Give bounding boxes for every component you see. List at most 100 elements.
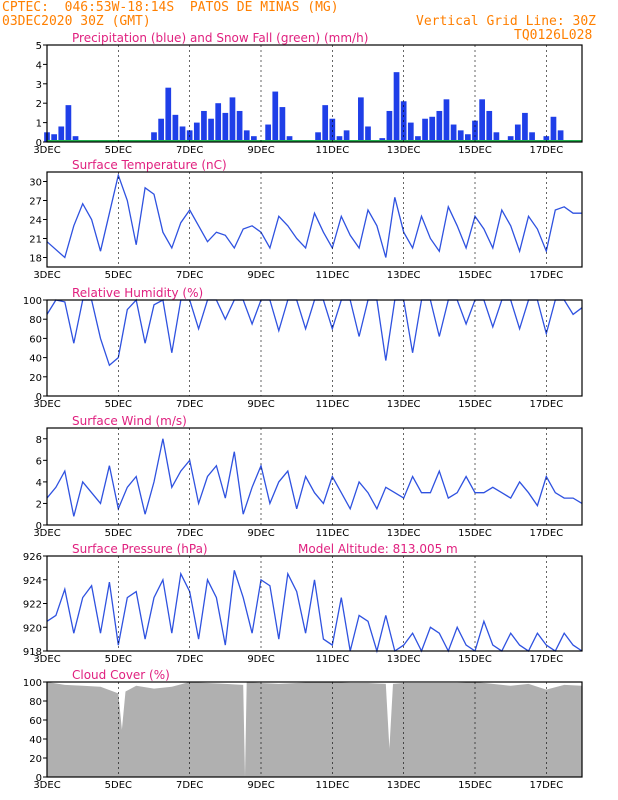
y-tick-label: 922	[23, 600, 42, 611]
x-tick-label: 11DEC	[315, 528, 349, 539]
series-line	[46, 438, 583, 517]
y-tick-label: 2	[36, 499, 42, 510]
y-tick-label: 100	[23, 296, 42, 307]
precip-bar	[243, 130, 250, 142]
panel-2: 0 20 40 60 80 100 3DEC 5DEC 7DEC 9DEC 11DEC 13DEC 15…	[23, 286, 583, 410]
y-tick-label: 20	[29, 373, 42, 384]
series-line	[46, 172, 582, 259]
panel-0: 0 1 2 3 4 5 3DEC 5DEC 7DEC 9DEC 11DEC 13DEC 15DEC 17D…	[33, 31, 583, 156]
x-tick-label: 13DEC	[387, 145, 421, 156]
x-tick-label: 9DEC	[247, 145, 274, 156]
precip-bar	[422, 118, 428, 142]
x-tick-label: 3DEC	[33, 780, 60, 791]
x-tick-label: 7DEC	[176, 270, 203, 281]
x-tick-label: 13DEC	[387, 654, 421, 665]
x-tick-label: 15DEC	[458, 528, 492, 539]
precip-bar	[415, 136, 421, 142]
x-tick-label: 9DEC	[247, 654, 274, 665]
x-tick-label: 3DEC	[33, 399, 60, 410]
x-tick-label: 5DEC	[105, 528, 132, 539]
x-tick-label: 17DEC	[529, 654, 563, 665]
y-tick-label: 27	[29, 197, 42, 208]
y-tick-label: 24	[29, 216, 42, 227]
precip-bar	[550, 116, 557, 142]
x-tick-label: 9DEC	[247, 399, 274, 410]
x-tick-label: 17DEC	[529, 145, 563, 156]
y-tick-label: 924	[23, 576, 42, 587]
x-tick-label: 9DEC	[247, 528, 274, 539]
precip-bar	[365, 126, 371, 142]
y-tick-label: 926	[23, 552, 42, 563]
precip-bar	[58, 126, 65, 142]
precip-bar	[529, 132, 535, 142]
panel-title: Surface Wind (m/s)	[72, 414, 187, 428]
precip-bar	[386, 110, 393, 142]
y-tick-label: 3	[36, 80, 42, 91]
precip-bar	[507, 136, 514, 142]
precip-bar	[272, 91, 279, 142]
x-tick-label: 11DEC	[315, 654, 349, 665]
x-tick-label: 11DEC	[315, 780, 349, 791]
precip-bar	[429, 116, 436, 142]
panel-title: Precipitation (blue) and Snow Fall (gree…	[72, 31, 368, 45]
precip-bar	[65, 105, 72, 142]
y-tick-label: 5	[36, 41, 42, 52]
x-tick-label: 3DEC	[33, 145, 60, 156]
x-tick-label: 5DEC	[105, 399, 132, 410]
precip-bar	[358, 97, 364, 142]
panel-title: Surface Temperature (nC)	[72, 158, 227, 172]
precip-bar	[514, 124, 521, 142]
precip-bar	[172, 114, 179, 142]
y-tick-label: 0	[36, 392, 42, 403]
x-tick-label: 3DEC	[33, 654, 60, 665]
series-line	[46, 570, 583, 654]
precip-bar	[457, 130, 464, 142]
x-tick-label: 5DEC	[105, 145, 132, 156]
x-tick-label: 11DEC	[315, 270, 349, 281]
x-tick-label: 9DEC	[247, 780, 274, 791]
y-tick-label: 80	[29, 315, 42, 326]
precip-bar	[557, 130, 564, 142]
y-tick-label: 60	[29, 334, 42, 345]
y-tick-label: 1	[36, 119, 42, 130]
precip-bar	[179, 126, 186, 142]
x-tick-label: 17DEC	[529, 780, 563, 791]
y-tick-label: 100	[23, 678, 42, 689]
panel-1: 18 21 24 27 30 3DEC 5DEC 7DEC 9DEC 11DEC 13DEC 15DE…	[29, 158, 583, 281]
y-tick-label: 0	[36, 138, 42, 149]
y-tick-label: 20	[29, 754, 42, 765]
y-tick-label: 6	[36, 456, 42, 467]
y-tick-label: 2	[36, 99, 42, 110]
y-tick-label: 4	[36, 478, 42, 489]
x-tick-label: 17DEC	[529, 528, 563, 539]
plot-frame	[46, 427, 583, 526]
header: CPTEC: 046:53W-18:14S PATOS DE MINAS (MG…	[0, 0, 618, 45]
x-tick-label: 7DEC	[176, 145, 203, 156]
x-tick-label: 5DEC	[105, 780, 132, 791]
y-tick-label: 918	[23, 647, 42, 658]
x-tick-label: 15DEC	[458, 145, 492, 156]
precip-bar	[215, 103, 222, 142]
precip-bar	[251, 136, 257, 142]
precip-bar	[222, 112, 229, 142]
panel-title: Relative Humidity (%)	[72, 286, 203, 300]
header-location: CPTEC: 046:53W-18:14S PATOS DE MINAS (MG…	[2, 0, 339, 15]
series-line	[46, 298, 583, 367]
y-tick-label: 21	[29, 235, 42, 246]
panel-5: 0 20 40 60 80 100 3DEC 5DEC 7DEC 9DEC 11DEC 13DEC 15…	[23, 668, 583, 791]
y-tick-label: 0	[36, 773, 42, 784]
precip-bar	[315, 132, 321, 142]
panel-subtitle: Model Altitude: 813.005 m	[298, 542, 458, 556]
precip-bar	[193, 122, 200, 142]
cloud-area	[47, 682, 582, 777]
x-tick-label: 15DEC	[458, 399, 492, 410]
precip-bar	[322, 105, 329, 142]
x-tick-label: 13DEC	[387, 528, 421, 539]
panel-title: Cloud Cover (%)	[72, 668, 170, 682]
y-tick-label: 18	[29, 254, 42, 265]
precip-bar	[151, 132, 157, 142]
x-tick-label: 17DEC	[529, 399, 563, 410]
y-tick-label: 40	[29, 354, 42, 365]
y-tick-label: 0	[36, 521, 42, 532]
